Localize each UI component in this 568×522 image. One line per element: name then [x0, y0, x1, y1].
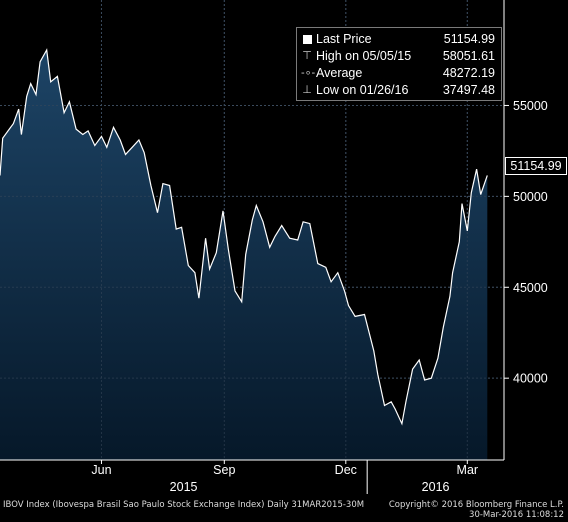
- legend-value: 51154.99: [443, 32, 495, 46]
- x-tick-label: Sep: [213, 463, 235, 477]
- legend-value: 48272.19: [442, 66, 495, 80]
- tick-labels: 55000 50000 45000 40000 Jun Sep Dec Mar 2015 2016: [91, 99, 547, 494]
- legend-box: Last Price 51154.99 ⊤ High on 05/05/15 5…: [296, 27, 502, 101]
- x-tick-label: Dec: [335, 463, 357, 477]
- last-price-marker: 51154.99: [505, 157, 567, 175]
- legend-label: High on 05/05/15: [316, 49, 412, 63]
- x-year-label: 2016: [422, 480, 450, 494]
- copyright-text: Copyright© 2016 Bloomberg Finance L.P.: [388, 500, 564, 510]
- low-marker-icon: ⊥: [302, 84, 312, 96]
- legend-high: ⊤ High on 05/05/15 58051.61: [301, 48, 495, 64]
- legend-average: -∘- Average 48272.19: [301, 65, 495, 81]
- price-area: [0, 50, 488, 460]
- chart-footer: IBOV Index (Ibovespa Brasil Sao Paulo St…: [0, 496, 568, 522]
- legend-low: ⊥ Low on 01/26/16 37497.48: [301, 82, 495, 98]
- y-tick-label: 50000: [513, 190, 548, 204]
- y-tick-label: 45000: [513, 281, 548, 295]
- x-tick-label: Jun: [91, 463, 111, 477]
- chart-description: IBOV Index (Ibovespa Brasil Sao Paulo St…: [3, 500, 365, 510]
- y-tick-label: 55000: [513, 99, 548, 113]
- legend-label: Average: [316, 66, 363, 80]
- legend-label: Last Price: [316, 32, 372, 46]
- average-marker-icon: -∘-: [301, 67, 316, 79]
- x-tick-label: Mar: [457, 463, 479, 477]
- legend-value: 58051.61: [442, 49, 495, 63]
- price-line: [0, 48, 488, 426]
- square-icon: [301, 31, 313, 47]
- y-tick-label: 40000: [513, 372, 548, 386]
- copyright-block: Copyright© 2016 Bloomberg Finance L.P. 3…: [389, 500, 564, 520]
- legend-label: Low on 01/26/16: [316, 83, 409, 97]
- axes: [0, 0, 509, 494]
- legend-last-price: Last Price 51154.99: [301, 31, 495, 47]
- legend-value: 37497.48: [442, 83, 495, 97]
- timestamp-text: 30-Mar-2016 11:08:12: [469, 510, 564, 520]
- x-year-label: 2015: [170, 480, 198, 494]
- high-marker-icon: ⊤: [302, 50, 312, 62]
